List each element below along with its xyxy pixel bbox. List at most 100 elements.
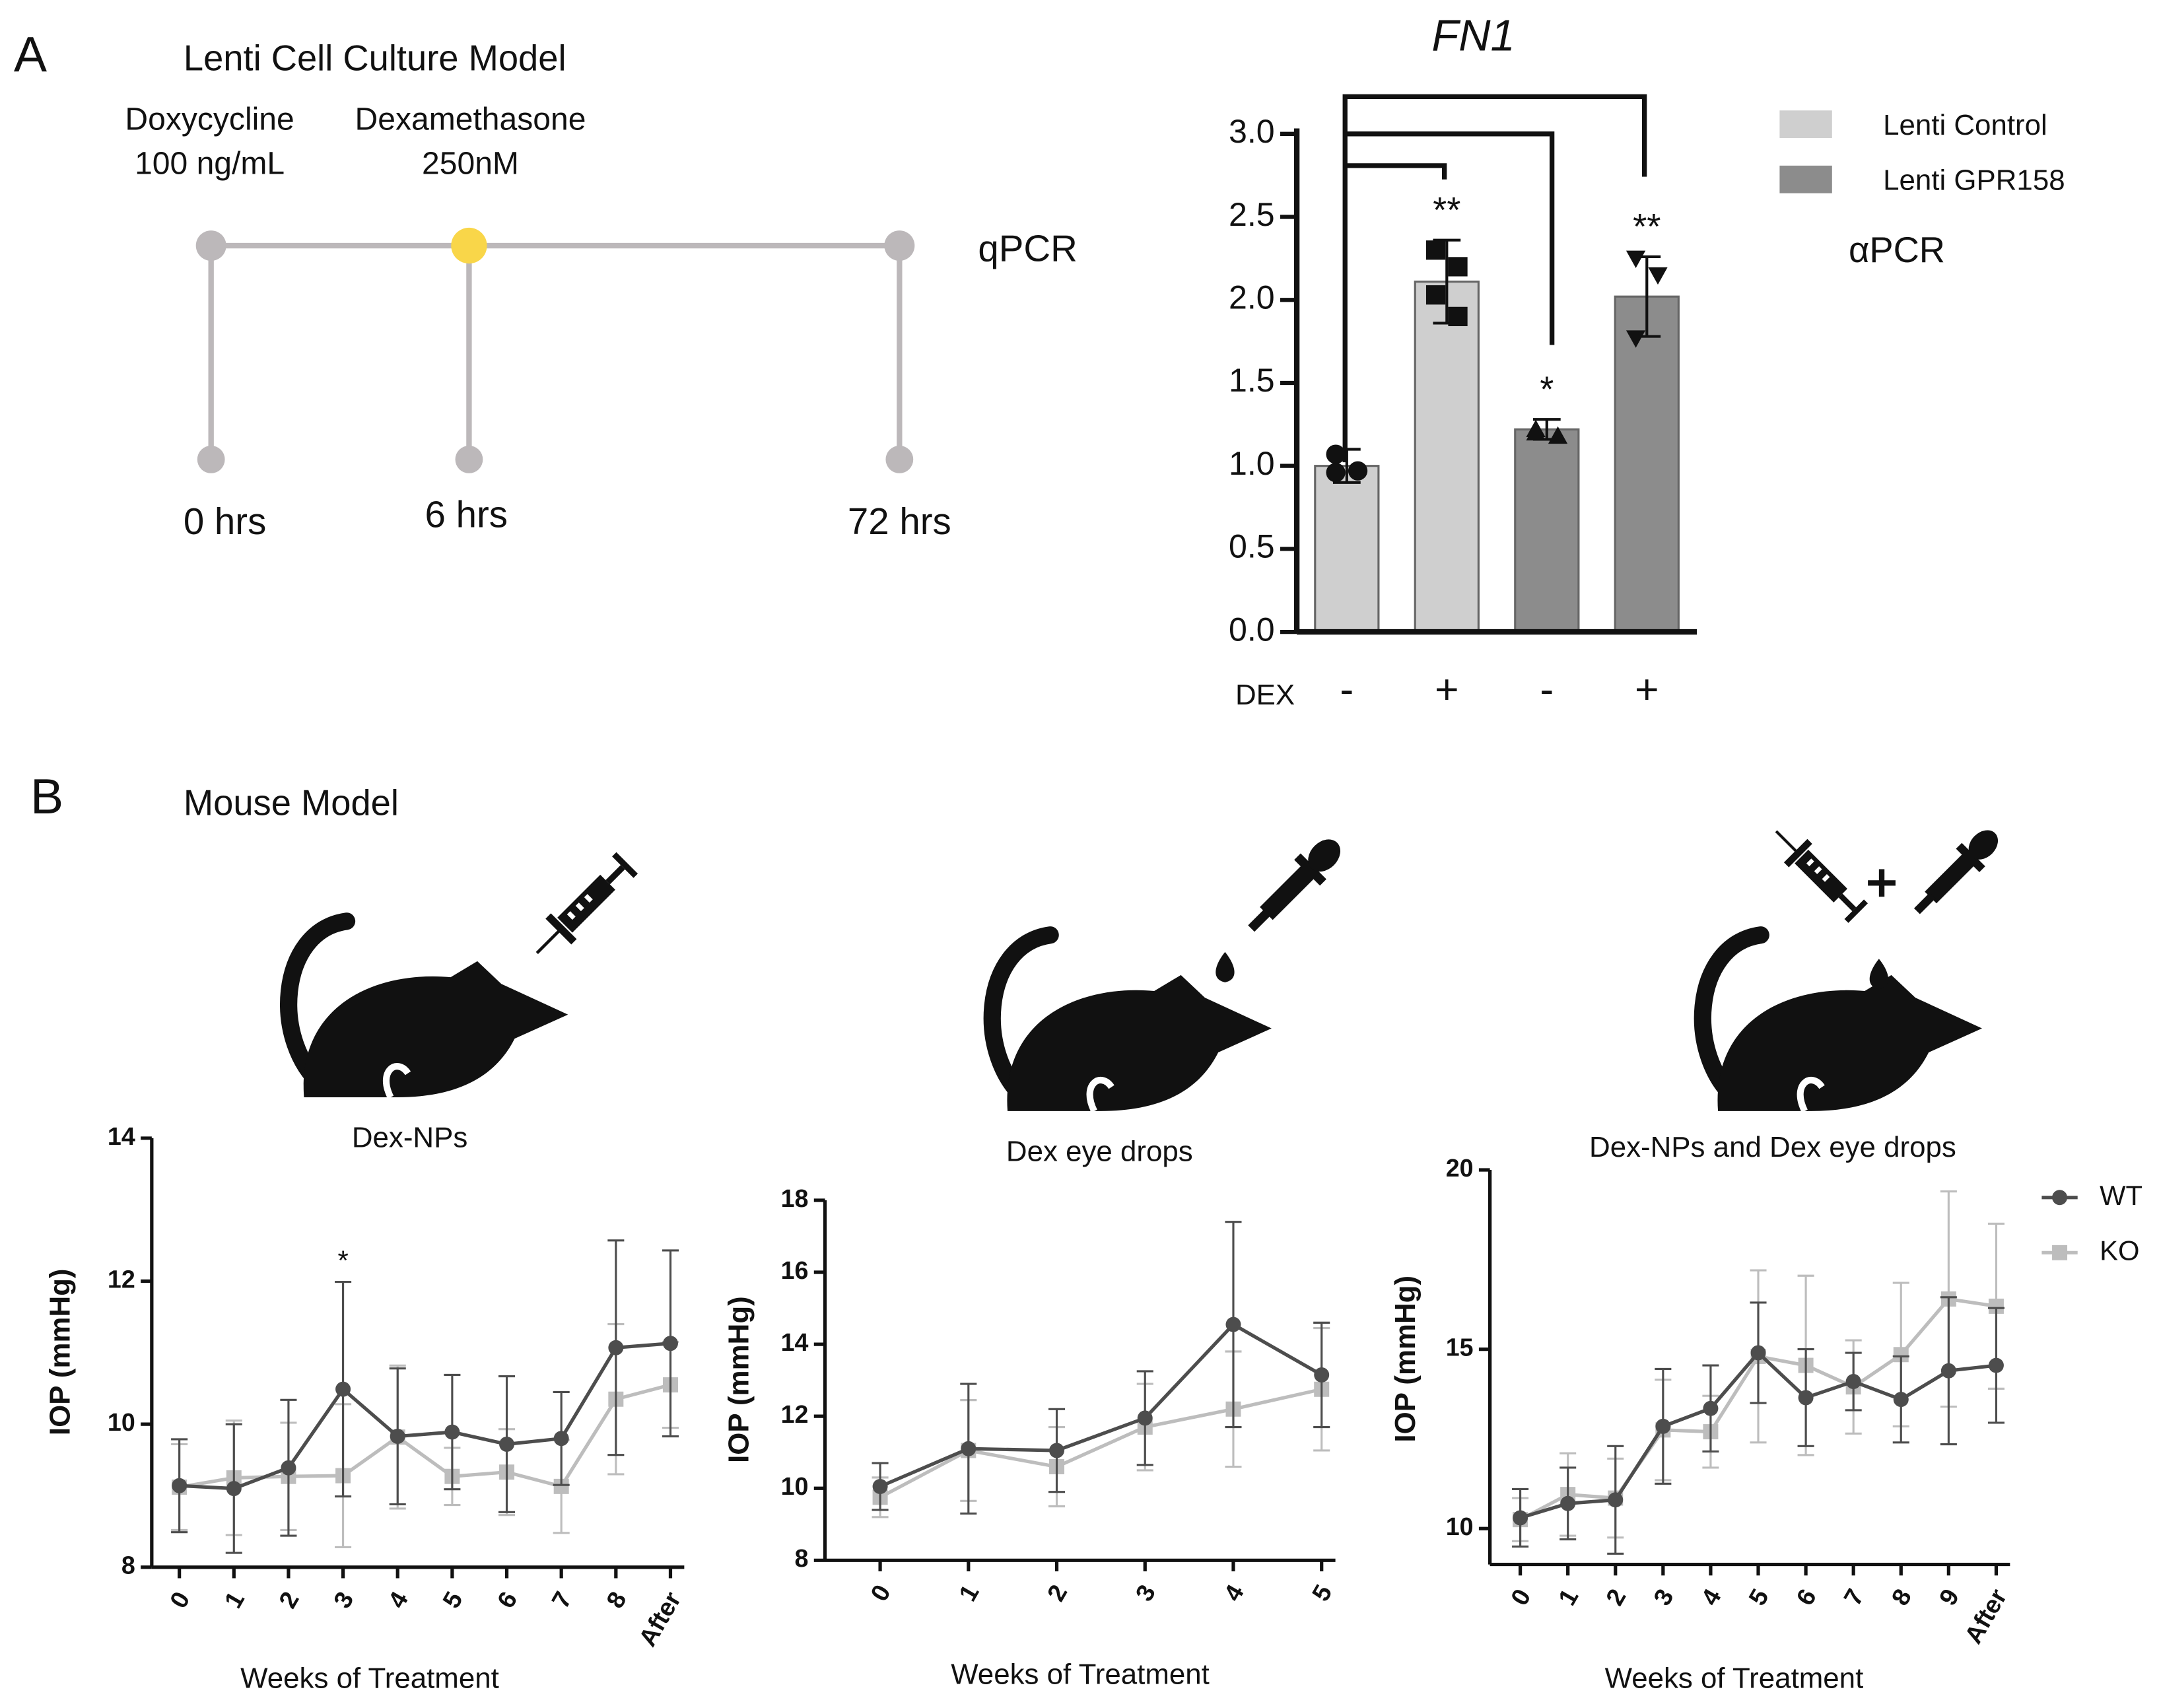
y-tick-label: 14	[781, 1328, 809, 1356]
bar	[1414, 281, 1480, 633]
x-tick-label: 4	[1696, 1584, 1727, 1610]
point	[335, 1381, 351, 1397]
x-axis-label: Weeks of Treatment	[951, 1658, 1210, 1690]
point	[1703, 1400, 1719, 1416]
point	[1648, 267, 1668, 285]
x-tick-label: 6	[492, 1587, 523, 1613]
x-tick-label: 3	[1130, 1580, 1161, 1606]
point	[1225, 1316, 1241, 1332]
point	[1626, 330, 1646, 348]
syringe-icon	[524, 850, 640, 966]
point	[1548, 426, 1568, 444]
point	[553, 1478, 569, 1494]
mouse-icon	[289, 921, 568, 1097]
point	[499, 1436, 515, 1452]
point	[1448, 257, 1468, 277]
point	[172, 1478, 188, 1493]
point	[2052, 1245, 2068, 1260]
significance-label: **	[1633, 206, 1661, 246]
x-tick-label: 4	[1218, 1580, 1249, 1606]
treatment-dose: 100 ng/mL	[135, 147, 285, 182]
point	[1049, 1443, 1065, 1458]
chart-title: Dex eye drops	[1006, 1136, 1193, 1168]
point	[1425, 240, 1446, 260]
x-tick-label: 1	[953, 1580, 984, 1606]
point	[1526, 423, 1546, 441]
legend-swatch	[1779, 165, 1832, 193]
point	[1448, 306, 1468, 327]
y-tick-label: 10	[1446, 1513, 1474, 1540]
timeline	[195, 227, 915, 473]
legend-swatch	[1779, 110, 1832, 139]
series-line	[879, 1322, 1322, 1488]
y-tick-label: 16	[781, 1256, 809, 1284]
y-tick-label: 20	[1446, 1154, 1474, 1182]
significance-bracket	[1342, 94, 1647, 463]
point	[1608, 1492, 1624, 1508]
drop-icon	[1216, 951, 1235, 982]
x-axis-label: Weeks of Treatment	[1605, 1662, 1864, 1695]
chart-title: FN1	[1431, 11, 1515, 60]
point	[1798, 1390, 1814, 1406]
y-tick-label: 14	[108, 1122, 135, 1150]
point	[226, 1481, 242, 1497]
annotation: αPCR	[1849, 230, 1945, 270]
point	[1626, 250, 1646, 269]
bar	[1314, 465, 1380, 633]
y-tick-label: 1.0	[1229, 445, 1275, 482]
point	[1326, 444, 1346, 464]
point	[608, 1340, 624, 1355]
drop-icon	[1869, 959, 1888, 990]
y-tick-label: 15	[1446, 1334, 1474, 1361]
point	[1940, 1363, 1956, 1379]
x-tick-label: 6	[1791, 1584, 1822, 1610]
x-tick-label: 7	[1838, 1584, 1869, 1610]
dropper-icon	[1238, 829, 1350, 941]
point	[961, 1441, 977, 1456]
x-tick-label: 5	[437, 1587, 468, 1613]
x-tick-label: 5	[1743, 1584, 1774, 1610]
y-tick-label: 0.0	[1229, 611, 1275, 648]
chart-title: Dex-NPs	[352, 1122, 467, 1154]
mouse-icon	[1703, 935, 1982, 1111]
x-tick-label: 3	[328, 1587, 359, 1613]
y-tick-label: 2.5	[1229, 196, 1275, 233]
x-tick-label: After	[633, 1587, 686, 1651]
y-tick-label: 10	[108, 1408, 135, 1436]
point	[2052, 1190, 2068, 1206]
series-line	[879, 1387, 1322, 1499]
point	[444, 1424, 460, 1440]
x-axis-label: DEX	[1235, 679, 1295, 711]
plus-sign	[1868, 869, 1896, 897]
x-tick-label: 1	[219, 1587, 250, 1613]
panel-title: Mouse Model	[184, 783, 399, 823]
bar	[1514, 428, 1580, 633]
x-tick-label: 9	[1933, 1584, 1964, 1610]
x-tick-label: -	[1540, 667, 1554, 713]
point	[1893, 1347, 1909, 1363]
timepoint: 72 hrs	[848, 500, 951, 542]
legend-label: Lenti Control	[1883, 109, 2047, 141]
y-tick-label: 10	[781, 1472, 809, 1500]
significance-label: **	[1433, 189, 1460, 230]
y-tick-label: 0.5	[1229, 528, 1275, 565]
y-tick-label: 8	[794, 1544, 808, 1572]
x-tick-label: 4	[382, 1587, 413, 1612]
point	[1750, 1345, 1766, 1361]
point	[1988, 1357, 2004, 1373]
point	[1893, 1392, 1909, 1408]
readout: qPCR	[978, 227, 1077, 269]
x-tick-label: 0	[1505, 1584, 1536, 1610]
y-tick-label: 12	[781, 1400, 809, 1428]
point	[1513, 1510, 1528, 1526]
x-tick-label: 0	[164, 1587, 195, 1613]
y-tick-label: 2.0	[1229, 279, 1275, 316]
significance-label: *	[1540, 369, 1554, 409]
series-line	[179, 1383, 671, 1489]
x-tick-label: After	[1959, 1584, 2012, 1648]
x-tick-label: 2	[1042, 1580, 1073, 1606]
point	[1348, 461, 1368, 481]
significance-label: *	[337, 1245, 348, 1276]
